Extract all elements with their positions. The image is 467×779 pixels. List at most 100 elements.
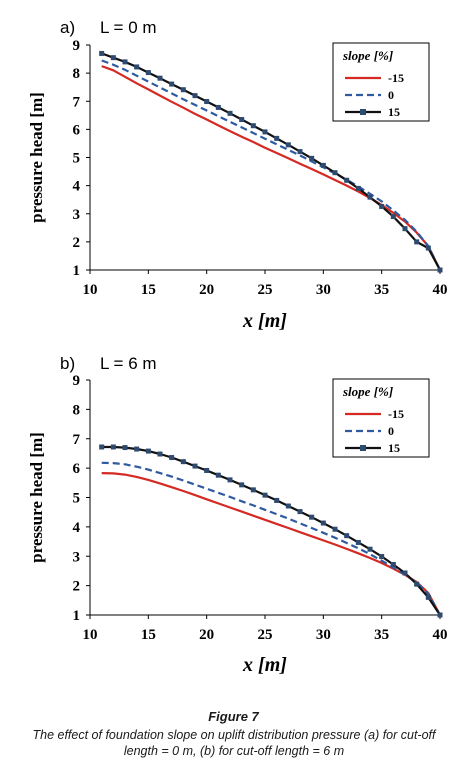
legend: slope [%] -15 0 15 xyxy=(332,42,430,122)
x-tick-label: 30 xyxy=(316,627,331,643)
panel-title: L = 0 m xyxy=(100,18,157,37)
x-tick-label: 35 xyxy=(374,282,389,298)
figure-title: Figure 7 xyxy=(208,709,259,724)
series-line xyxy=(101,461,441,616)
legend-box xyxy=(332,378,430,458)
series--15 xyxy=(101,472,441,616)
y-tick-label: 8 xyxy=(73,66,81,82)
data-point xyxy=(169,455,175,461)
y-tick-label: 7 xyxy=(73,432,81,448)
x-tick-label: 25 xyxy=(258,627,273,643)
data-point xyxy=(145,70,151,76)
y-tick-label: 3 xyxy=(73,549,81,565)
data-point xyxy=(402,570,408,576)
data-point xyxy=(437,612,443,618)
y-tick-label: 6 xyxy=(73,122,81,138)
y-tick-label: 9 xyxy=(73,38,81,54)
data-point xyxy=(320,520,326,526)
panel-label: b) xyxy=(60,354,75,373)
data-point xyxy=(192,93,198,99)
data-point xyxy=(437,267,443,273)
data-point xyxy=(134,446,140,452)
legend-item-label: 15 xyxy=(388,105,400,119)
x-tick-label: 30 xyxy=(316,282,331,298)
data-point xyxy=(344,533,350,539)
legend-item-label: 15 xyxy=(388,441,400,455)
data-point xyxy=(215,104,221,110)
panel-label: a) xyxy=(60,18,75,37)
panel-title: L = 6 m xyxy=(100,354,157,373)
y-tick-label: 7 xyxy=(73,94,81,110)
data-point xyxy=(180,87,186,93)
y-axis-label: pressure head [m] xyxy=(27,92,46,223)
series-line xyxy=(101,445,441,616)
data-point xyxy=(285,503,291,509)
x-tick-label: 40 xyxy=(433,282,448,298)
data-point xyxy=(122,445,128,451)
data-point xyxy=(110,55,116,61)
data-point xyxy=(425,245,431,251)
data-point xyxy=(274,135,280,141)
data-point xyxy=(425,594,431,600)
data-point xyxy=(309,514,315,520)
data-point xyxy=(227,477,233,483)
data-point xyxy=(390,214,396,220)
legend-item-label: 0 xyxy=(388,424,394,438)
data-point xyxy=(309,155,315,161)
legend-item-label: -15 xyxy=(388,407,404,421)
x-tick-label: 40 xyxy=(433,627,448,643)
data-point xyxy=(390,561,396,567)
data-point xyxy=(355,185,361,191)
series-line xyxy=(101,472,441,616)
series-0 xyxy=(101,461,441,616)
data-point xyxy=(122,59,128,65)
y-tick-label: 4 xyxy=(73,520,81,536)
series-15 xyxy=(99,50,443,273)
data-point xyxy=(250,487,256,493)
data-point xyxy=(204,99,210,105)
y-tick-label: 5 xyxy=(73,491,81,507)
series-15 xyxy=(99,444,443,618)
y-tick-label: 8 xyxy=(73,402,81,418)
x-axis-label: x [m] xyxy=(242,310,287,332)
x-tick-label: 10 xyxy=(83,282,98,298)
y-tick-label: 2 xyxy=(73,235,81,251)
x-tick-label: 20 xyxy=(199,627,214,643)
data-point xyxy=(239,117,245,123)
y-tick-label: 1 xyxy=(73,263,81,279)
y-tick-label: 5 xyxy=(73,151,81,167)
data-point xyxy=(157,451,163,457)
x-axis-label: x [m] xyxy=(242,654,287,676)
data-point xyxy=(99,50,105,56)
data-point xyxy=(169,81,175,87)
data-point xyxy=(274,497,280,503)
data-point xyxy=(367,194,373,200)
y-tick-label: 3 xyxy=(73,207,81,223)
data-point xyxy=(180,459,186,465)
data-point xyxy=(192,463,198,469)
y-tick-label: 9 xyxy=(73,373,81,389)
data-point xyxy=(134,64,140,70)
x-tick-label: 25 xyxy=(258,282,273,298)
legend-marker xyxy=(360,109,366,115)
data-point xyxy=(145,448,151,454)
data-point xyxy=(320,162,326,168)
y-axis-label: pressure head [m] xyxy=(27,432,46,563)
data-point xyxy=(379,203,385,209)
y-tick-label: 4 xyxy=(73,179,81,195)
data-point xyxy=(414,239,420,245)
data-point xyxy=(157,75,163,81)
data-point xyxy=(402,226,408,232)
data-point xyxy=(262,129,268,135)
x-tick-label: 35 xyxy=(374,627,389,643)
data-point xyxy=(110,444,116,450)
data-point xyxy=(99,444,105,450)
legend-marker xyxy=(360,445,366,451)
series-line xyxy=(101,59,441,271)
x-tick-label: 15 xyxy=(141,282,156,298)
data-point xyxy=(262,492,268,498)
data-point xyxy=(379,554,385,560)
x-tick-label: 15 xyxy=(141,627,156,643)
data-point xyxy=(367,546,373,552)
